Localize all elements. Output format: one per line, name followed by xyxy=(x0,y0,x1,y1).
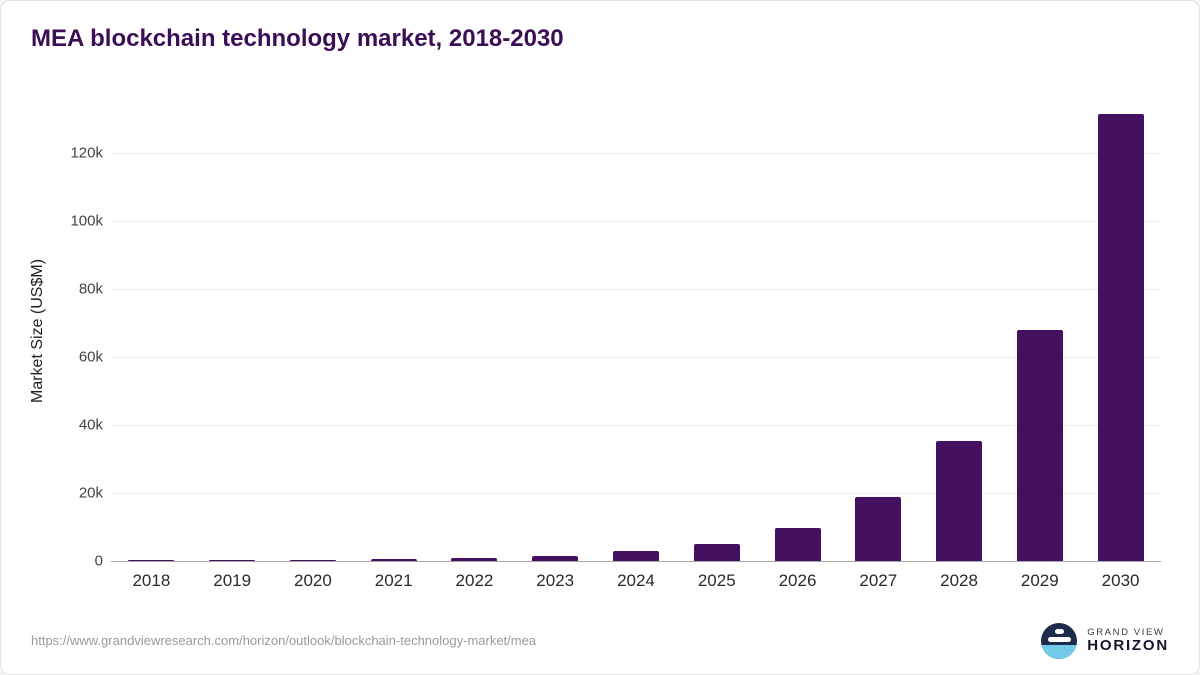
bar-cell xyxy=(596,101,677,561)
x-tick-label: 2018 xyxy=(132,571,171,590)
bar-2029 xyxy=(1016,329,1063,561)
bar-cell xyxy=(434,101,515,561)
y-axis-ticks: 0 20k 40k 60k 80k 100k 120k xyxy=(49,101,103,570)
bar-2025 xyxy=(693,544,740,561)
brand-name-bottom: HORIZON xyxy=(1087,636,1169,654)
gridline xyxy=(111,221,1161,222)
x-axis-labels: 2018 2019 2020 2021 2022 2023 2024 2025 2026 2027… xyxy=(111,571,1161,591)
bar-cell xyxy=(192,101,273,561)
source-url: https://www.grandviewresearch.com/horizo… xyxy=(31,633,537,648)
bar-2028 xyxy=(936,441,983,561)
horizon-globe-icon xyxy=(1041,623,1078,659)
x-tick-label: 2030 xyxy=(1101,571,1140,590)
gridline xyxy=(111,153,1161,155)
gridline xyxy=(111,425,1161,426)
bar-cell xyxy=(838,101,919,561)
bar-2021 xyxy=(370,558,417,561)
gridline xyxy=(111,289,1161,290)
page-title: MEA blockchain technology market, 2018-2… xyxy=(31,25,564,52)
y-tick-label: 120k xyxy=(70,144,103,162)
bar-2023 xyxy=(532,555,579,561)
y-tick-label: 0 xyxy=(94,552,103,570)
bar-cell xyxy=(273,101,354,561)
bar-cell xyxy=(757,101,838,561)
y-tick-label: 100k xyxy=(70,212,103,230)
x-tick-label: 2020 xyxy=(294,571,332,590)
y-tick-label: 40k xyxy=(78,416,103,434)
x-tick-label: 2023 xyxy=(536,571,575,590)
bar-cell xyxy=(515,101,596,561)
y-tick-label: 60k xyxy=(78,348,103,366)
x-tick-label: 2025 xyxy=(697,571,736,590)
brand-name: GRAND VIEW HORIZON xyxy=(1087,626,1169,655)
gridline xyxy=(111,493,1161,494)
x-tick-label: 2026 xyxy=(778,571,817,590)
bar-2018 xyxy=(128,560,175,561)
bar-cell xyxy=(111,101,192,561)
brand-logo: GRAND VIEW HORIZON xyxy=(1041,623,1169,659)
x-tick-label: 2028 xyxy=(940,571,978,590)
bar-cell xyxy=(919,101,1000,561)
bar-2030 xyxy=(1097,113,1144,561)
bar-2026 xyxy=(774,527,821,561)
bar-2027 xyxy=(855,497,902,561)
plot-area xyxy=(111,101,1161,562)
x-tick-label: 2021 xyxy=(374,571,413,590)
x-tick-label: 2019 xyxy=(213,571,252,590)
bar-2024 xyxy=(612,551,659,561)
x-tick-label: 2029 xyxy=(1020,571,1059,590)
bar-2019 xyxy=(209,560,256,561)
x-tick-label: 2024 xyxy=(617,571,655,590)
x-axis-line xyxy=(111,561,1161,562)
brand-name-top: GRAND VIEW xyxy=(1087,626,1165,638)
bar-cell xyxy=(353,101,434,561)
bar-cell xyxy=(676,101,757,561)
y-tick-label: 80k xyxy=(78,280,103,298)
bar-2020 xyxy=(289,559,336,561)
bar-cell xyxy=(1080,101,1161,561)
gridline xyxy=(111,357,1161,358)
x-tick-label: 2027 xyxy=(859,571,898,590)
x-tick-label: 2022 xyxy=(455,571,494,590)
y-tick-label: 20k xyxy=(78,484,103,502)
bar-cell xyxy=(999,101,1080,561)
bars-row xyxy=(111,101,1161,561)
y-axis-label: Market Size (US$M) xyxy=(29,258,46,404)
bar-2022 xyxy=(451,557,498,561)
